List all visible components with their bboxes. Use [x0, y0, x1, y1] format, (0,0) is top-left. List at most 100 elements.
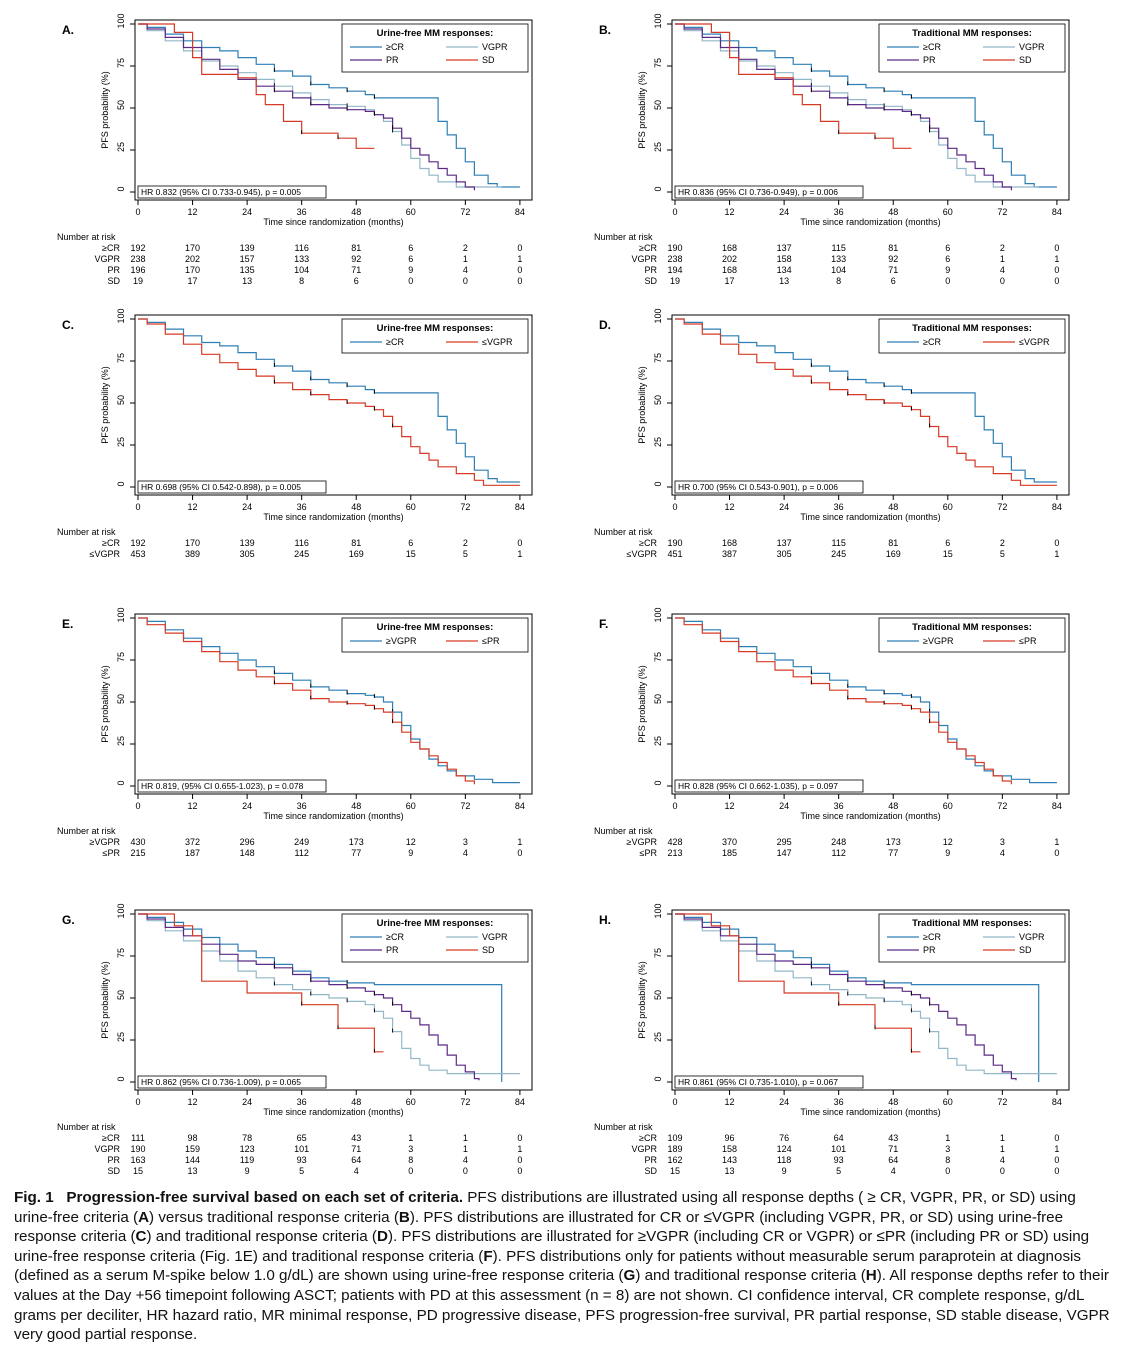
risk-value: 6 [945, 254, 950, 264]
risk-value: 1 [517, 254, 522, 264]
legend-label: ≥CR [923, 42, 941, 52]
risk-value: 6 [408, 538, 413, 548]
x-tick-label: 36 [834, 1097, 844, 1107]
plot-frame [134, 909, 533, 1091]
risk-table-title: Number at risk [594, 232, 653, 242]
risk-value: 170 [185, 265, 200, 275]
plot-frame [671, 19, 1070, 201]
x-axis-label: Time since randomization (months) [263, 217, 403, 227]
risk-value: 2 [463, 538, 468, 548]
plot-frame [134, 314, 533, 496]
risk-value: 428 [667, 837, 682, 847]
risk-value: 170 [185, 243, 200, 253]
km-curve [675, 318, 1057, 486]
risk-value: 173 [349, 837, 364, 847]
legend-box [341, 617, 529, 653]
hr-box [674, 1075, 864, 1089]
km-curve [675, 23, 1057, 188]
risk-value: 9 [408, 848, 413, 858]
km-curve [138, 318, 520, 483]
risk-value: 0 [945, 276, 950, 286]
y-tick-label: 25 [653, 142, 663, 152]
x-tick-label: 48 [888, 801, 898, 811]
x-tick-label: 84 [515, 801, 525, 811]
risk-value: 78 [242, 1133, 252, 1143]
hr-annotation: HR 0.832 (95% CI 0.733-0.945), p = 0.005 [141, 187, 301, 197]
y-tick-label: 75 [653, 58, 663, 68]
risk-value: 453 [130, 549, 145, 559]
risk-value: 196 [130, 265, 145, 275]
legend-label: VGPR [1019, 42, 1045, 52]
risk-value: 71 [351, 265, 361, 275]
risk-value: 162 [667, 1155, 682, 1165]
panel-letter: H. [599, 913, 611, 927]
x-tick-label: 84 [1052, 1097, 1062, 1107]
caption-text: ). All response depths refer to their va… [14, 1267, 1110, 1344]
risk-value: 3 [945, 1144, 950, 1154]
risk-value: 0 [945, 1166, 950, 1176]
risk-value: 0 [463, 1166, 468, 1176]
x-tick-label: 36 [297, 801, 307, 811]
y-axis-label: PFS probability (%) [100, 366, 110, 444]
risk-value: 202 [722, 254, 737, 264]
y-tick-label: 0 [116, 481, 126, 486]
risk-value: 1 [1000, 1133, 1005, 1143]
x-tick-label: 72 [997, 207, 1007, 217]
risk-value: 389 [185, 549, 200, 559]
x-tick-label: 72 [460, 801, 470, 811]
legend-label: VGPR [482, 932, 508, 942]
x-tick-label: 24 [779, 801, 789, 811]
risk-value: 139 [240, 243, 255, 253]
risk-value: 0 [1054, 538, 1059, 548]
x-tick-label: 12 [188, 801, 198, 811]
risk-value: 0 [517, 243, 522, 253]
risk-value: 116 [294, 538, 308, 548]
risk-value: 0 [1000, 1166, 1005, 1176]
risk-value: 64 [888, 1155, 898, 1165]
x-tick-label: 84 [1052, 502, 1062, 512]
hr-box [137, 1075, 327, 1089]
risk-value: 168 [722, 243, 737, 253]
hr-annotation: HR 0.828 (95% CI 0.662-1.035), p = 0.097 [678, 781, 838, 791]
risk-value: 123 [240, 1144, 255, 1154]
risk-row-label: SD [107, 276, 120, 286]
panel-letter: C. [62, 318, 74, 332]
risk-value: 6 [945, 538, 950, 548]
y-axis-label: PFS probability (%) [100, 71, 110, 149]
caption-title: Progression-free survival based on each … [66, 1189, 464, 1206]
km-curve [675, 913, 1017, 1081]
legend-label: VGPR [482, 42, 508, 52]
risk-value: 13 [188, 1166, 198, 1176]
risk-row-label: VGPR [631, 254, 657, 264]
y-tick-label: 50 [116, 395, 126, 405]
legend-label: VGPR [1019, 932, 1045, 942]
panel-letter: B. [599, 23, 611, 37]
risk-value: 1 [463, 1144, 468, 1154]
hr-annotation: HR 0.819, (95% CI 0.655-1.023), p = 0.07… [141, 781, 304, 791]
hr-annotation: HR 0.698 (95% CI 0.542-0.898), p = 0.005 [141, 482, 301, 492]
y-tick-label: 25 [653, 437, 663, 447]
legend-label: ≤VGPR [482, 337, 513, 347]
risk-row-label: ≥VGPR [90, 837, 121, 847]
risk-value: 71 [888, 265, 898, 275]
risk-value: 0 [517, 1133, 522, 1143]
risk-value: 3 [463, 837, 468, 847]
risk-value: 451 [667, 549, 682, 559]
plot-frame [671, 613, 1070, 795]
hr-annotation: HR 0.836 (95% CI 0.736-0.949), p = 0.006 [678, 187, 838, 197]
x-tick-label: 36 [834, 801, 844, 811]
risk-value: 4 [354, 1166, 359, 1176]
km-curve [138, 318, 520, 486]
risk-value: 5 [299, 1166, 304, 1176]
y-axis-label: PFS probability (%) [637, 366, 647, 444]
risk-value: 1 [1054, 254, 1059, 264]
risk-value: 133 [831, 254, 846, 264]
risk-value: 19 [670, 276, 680, 286]
risk-value: 372 [185, 837, 200, 847]
legend-title: Urine-free MM responses: [377, 622, 494, 633]
risk-value: 81 [888, 243, 898, 253]
x-tick-label: 84 [1052, 207, 1062, 217]
y-axis-label: PFS probability (%) [100, 665, 110, 743]
figure-caption: Fig. 1 Progression-free survival based o… [14, 1188, 1114, 1345]
